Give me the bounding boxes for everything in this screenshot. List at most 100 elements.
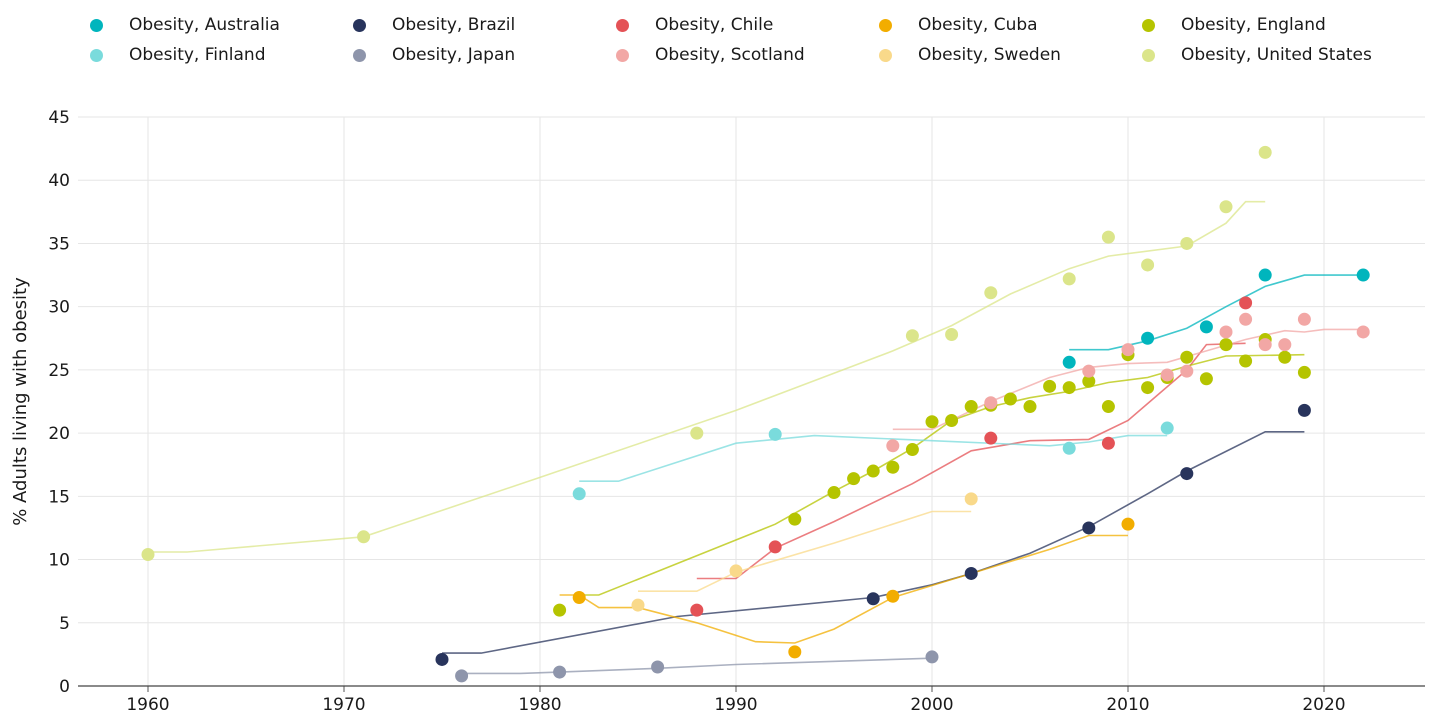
data-point-9 [1141, 258, 1154, 271]
y-tick-label: 40 [48, 171, 70, 191]
data-point-0 [1357, 269, 1370, 282]
data-point-4 [1043, 380, 1056, 393]
data-point-8 [965, 492, 978, 505]
data-point-4 [1024, 400, 1037, 413]
data-point-8 [730, 564, 743, 577]
data-point-4 [886, 461, 899, 474]
data-point-4 [1063, 381, 1076, 394]
data-point-9 [1180, 237, 1193, 250]
data-point-0 [1259, 269, 1272, 282]
x-tick-label: 1960 [126, 695, 169, 711]
data-point-9 [690, 427, 703, 440]
data-point-2 [1239, 296, 1252, 309]
data-point-5 [1161, 422, 1174, 435]
data-point-9 [906, 329, 919, 342]
data-point-1 [965, 567, 978, 580]
data-point-6 [553, 666, 566, 679]
data-point-3 [1122, 518, 1135, 531]
data-point-2 [1102, 437, 1115, 450]
data-point-3 [886, 590, 899, 603]
data-point-3 [788, 645, 801, 658]
data-point-9 [1220, 200, 1233, 213]
data-point-9 [142, 548, 155, 561]
data-point-7 [984, 396, 997, 409]
data-point-9 [945, 328, 958, 341]
x-tick-label: 1990 [714, 695, 757, 711]
data-point-7 [1122, 343, 1135, 356]
data-point-4 [1220, 338, 1233, 351]
data-point-7 [886, 439, 899, 452]
data-point-1 [1180, 467, 1193, 480]
data-point-4 [926, 415, 939, 428]
data-point-9 [984, 286, 997, 299]
trend-line-0 [1069, 275, 1363, 350]
trend-line-8 [638, 512, 971, 592]
data-point-4 [1004, 392, 1017, 405]
data-point-2 [690, 604, 703, 617]
data-point-2 [769, 540, 782, 553]
data-point-0 [1141, 332, 1154, 345]
data-point-4 [965, 400, 978, 413]
data-point-9 [1259, 146, 1272, 159]
data-point-4 [1141, 381, 1154, 394]
y-tick-label: 30 [48, 298, 70, 318]
data-point-4 [867, 465, 880, 478]
data-point-4 [1239, 355, 1252, 368]
data-point-7 [1082, 365, 1095, 378]
y-tick-label: 10 [48, 551, 70, 571]
trend-line-9 [148, 202, 1265, 552]
data-point-0 [1063, 356, 1076, 369]
y-tick-label: 25 [48, 361, 70, 381]
y-tick-label: 20 [48, 424, 70, 444]
data-point-5 [769, 428, 782, 441]
data-point-4 [553, 604, 566, 617]
data-point-5 [1063, 442, 1076, 455]
y-axis-title: % Adults living with obesity [10, 277, 31, 526]
data-point-4 [1180, 351, 1193, 364]
data-point-7 [1220, 325, 1233, 338]
data-point-2 [984, 432, 997, 445]
data-point-7 [1357, 325, 1370, 338]
data-point-6 [455, 669, 468, 682]
data-point-4 [847, 472, 860, 485]
data-point-3 [573, 591, 586, 604]
data-point-4 [1200, 372, 1213, 385]
data-point-9 [1102, 231, 1115, 244]
x-tick-label: 1980 [518, 695, 561, 711]
data-point-4 [1102, 400, 1115, 413]
data-point-0 [1200, 320, 1213, 333]
data-point-4 [906, 443, 919, 456]
x-tick-label: 1970 [322, 695, 365, 711]
data-point-6 [926, 650, 939, 663]
data-point-7 [1298, 313, 1311, 326]
x-tick-label: 2020 [1302, 695, 1345, 711]
data-point-7 [1259, 338, 1272, 351]
data-point-4 [945, 414, 958, 427]
data-point-7 [1239, 313, 1252, 326]
trend-line-4 [579, 355, 1304, 595]
x-tick-label: 2010 [1106, 695, 1149, 711]
y-tick-label: 0 [59, 677, 70, 697]
data-point-4 [1298, 366, 1311, 379]
data-point-1 [436, 653, 449, 666]
data-point-6 [651, 661, 664, 674]
y-tick-label: 45 [48, 108, 70, 128]
y-tick-label: 35 [48, 234, 70, 254]
x-tick-label: 2000 [910, 695, 953, 711]
data-point-8 [632, 599, 645, 612]
data-point-1 [1082, 521, 1095, 534]
data-point-4 [1278, 351, 1291, 364]
data-point-4 [828, 486, 841, 499]
y-tick-label: 5 [59, 614, 70, 634]
data-point-5 [573, 487, 586, 500]
trend-line-3 [560, 536, 1128, 644]
y-tick-label: 15 [48, 487, 70, 507]
data-point-7 [1278, 338, 1291, 351]
data-point-9 [1063, 272, 1076, 285]
data-point-7 [1161, 368, 1174, 381]
data-point-1 [1298, 404, 1311, 417]
trend-line-6 [462, 658, 932, 673]
data-point-9 [357, 530, 370, 543]
data-point-1 [867, 592, 880, 605]
